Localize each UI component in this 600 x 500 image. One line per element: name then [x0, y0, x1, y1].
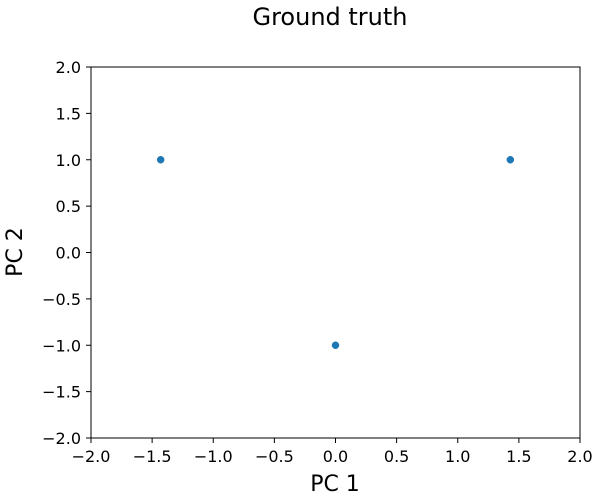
- y-tick-label: 1.5: [56, 104, 81, 123]
- x-tick-label: 1.5: [506, 447, 531, 466]
- y-tick-label: 0.5: [56, 197, 81, 216]
- y-axis-ticks: −2.0 −1.5 −1.0 −0.5 0.0 0.5 1.0 1.5 2.0: [42, 58, 91, 448]
- y-tick-label: −1.5: [42, 383, 81, 402]
- data-point: [506, 156, 515, 164]
- x-axis-label: PC 1: [310, 472, 360, 497]
- x-tick-label: −1.0: [194, 447, 233, 466]
- y-tick-label: 1.0: [56, 151, 81, 170]
- x-tick-label: 2.0: [567, 447, 592, 466]
- y-tick-label: −2.0: [42, 429, 81, 448]
- x-tick-label: −1.5: [133, 447, 172, 466]
- y-tick-label: 2.0: [56, 58, 81, 77]
- y-tick-label: −0.5: [42, 290, 81, 309]
- data-point: [156, 156, 165, 164]
- y-tick-label: 0.0: [56, 244, 81, 263]
- y-tick-label: −1.0: [42, 336, 81, 355]
- x-tick-label: −0.5: [255, 447, 294, 466]
- x-axis-ticks: −2.0 −1.5 −1.0 −0.5 0.0 0.5 1.0 1.5 2.0: [72, 438, 593, 466]
- y-axis-label: PC 2: [3, 227, 28, 277]
- data-points: [156, 156, 515, 349]
- x-tick-label: −2.0: [72, 447, 111, 466]
- plot-area: [91, 67, 580, 438]
- x-tick-label: 0.0: [323, 447, 348, 466]
- data-point: [331, 341, 340, 349]
- x-tick-label: 0.5: [384, 447, 409, 466]
- x-tick-label: 1.0: [445, 447, 470, 466]
- chart-title: Ground truth: [252, 3, 407, 31]
